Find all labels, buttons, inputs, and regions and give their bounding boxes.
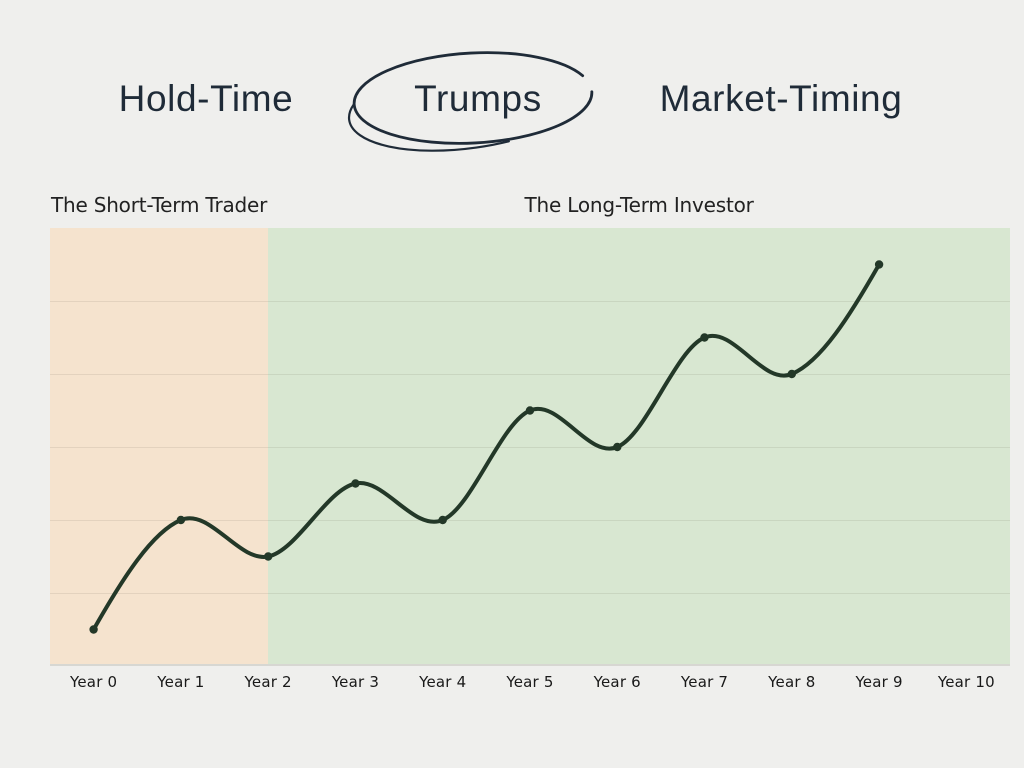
- title-word-trumps-circled: Trumps: [414, 78, 542, 119]
- short-term-trader-label: The Short-Term Trader: [50, 193, 268, 217]
- data-point-marker: [351, 479, 360, 488]
- x-tick-label: Year 7: [680, 673, 729, 691]
- long-term-investor-label: The Long-Term Investor: [524, 193, 754, 217]
- data-point-marker: [438, 515, 447, 525]
- data-point-marker: [700, 333, 709, 342]
- data-point-marker: [787, 369, 796, 379]
- x-tick-label: Year 3: [331, 673, 380, 691]
- x-tick-label: Year 8: [768, 673, 816, 691]
- title-word-market-timing: Market-Timing: [659, 78, 903, 119]
- gridline: [50, 593, 1010, 594]
- data-point-marker: [525, 406, 535, 415]
- line-chart-plot-area: [50, 228, 1010, 666]
- growth-line-chart: [89, 260, 884, 634]
- x-tick-label: Year 5: [506, 673, 554, 691]
- x-tick-label: Year 10: [937, 673, 995, 691]
- data-point-marker: [613, 442, 622, 452]
- gridline: [50, 301, 1010, 302]
- x-tick-label: Year 9: [855, 673, 903, 691]
- x-tick-label: Year 4: [419, 673, 467, 691]
- growth-line-path: [91, 262, 882, 632]
- gridline: [50, 447, 1010, 448]
- title-word-hold-time: Hold-Time: [118, 78, 294, 119]
- x-tick-label: Year 1: [157, 673, 205, 691]
- gridline: [50, 374, 1010, 375]
- x-tick-label: Year 6: [593, 673, 641, 691]
- short-term-region-fill: [50, 228, 269, 664]
- x-tick-label: Year 0: [70, 673, 118, 691]
- data-point-marker: [89, 625, 98, 634]
- data-point-marker: [264, 552, 273, 561]
- data-point-marker: [874, 260, 884, 269]
- gridline: [50, 520, 1010, 521]
- data-point-marker: [176, 515, 186, 525]
- x-axis: Year 0 Year 1 Year 2 Year 3 Year 4 Year 5 Year…: [50, 673, 1010, 699]
- x-tick-label: Year 2: [244, 673, 292, 691]
- long-term-region-fill: [268, 228, 1010, 664]
